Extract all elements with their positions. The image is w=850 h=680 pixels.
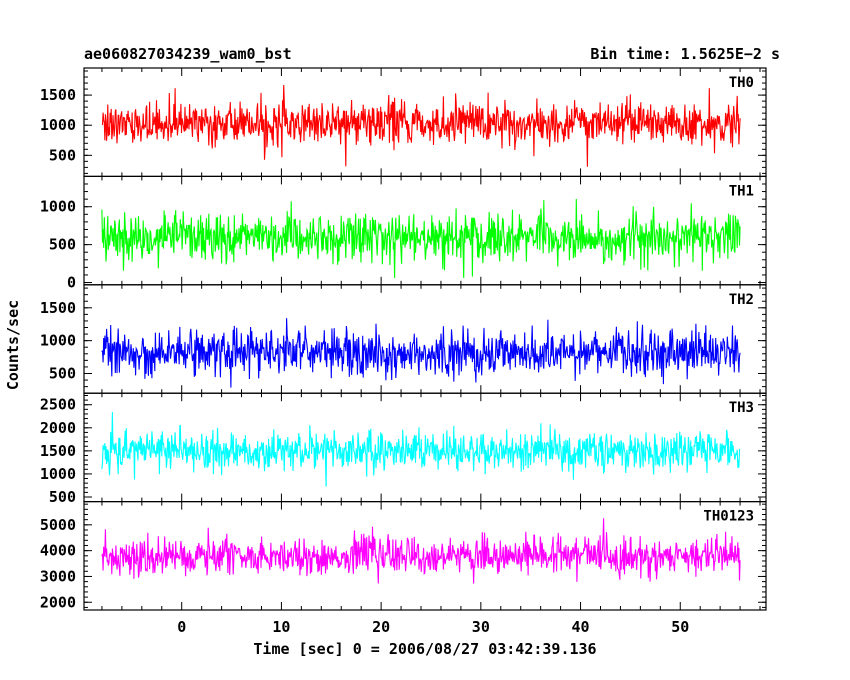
y-tick-label: 5000 (40, 516, 76, 534)
y-tick-label: 1500 (40, 299, 76, 317)
panel-label-th0123: TH0123 (703, 509, 754, 525)
panel-label-th0: TH0 (729, 75, 754, 91)
y-tick-label: 1500 (40, 86, 76, 104)
panel-th0123: 2000 3000 4000 5000 TH0123 (40, 501, 767, 611)
x-tick-label: 40 (572, 618, 590, 636)
y-tick-label: 500 (49, 236, 76, 254)
x-tick-label: 0 (177, 618, 186, 636)
series-th2-line (101, 318, 741, 388)
panel-th3: 500 1000 1500 2000 2500 TH3 (40, 392, 767, 506)
x-axis-label: Time [sec] 0 = 2006/08/27 03:42:39.136 (253, 640, 596, 658)
panel-th0: 500 1000 1500 TH0 (40, 67, 767, 178)
series-th3-line (101, 411, 741, 487)
y-tick-label: 1000 (40, 465, 76, 483)
header-right-title: Bin time: 1.5625E−2 s (590, 45, 780, 63)
y-tick-label: 1000 (40, 116, 76, 134)
y-tick-label: 0 (67, 274, 76, 292)
panel-label-th2: TH2 (729, 292, 754, 308)
panel-label-th1: TH1 (729, 183, 754, 199)
y-tick-label: 500 (49, 488, 76, 506)
y-tick-label: 500 (49, 364, 76, 382)
y-tick-label: 3000 (40, 567, 76, 585)
x-tick-label: 30 (472, 618, 490, 636)
y-tick-label: 2500 (40, 396, 76, 414)
y-tick-label: 1000 (40, 332, 76, 350)
panel-th2: 500 1000 1500 TH2 (40, 284, 767, 394)
panel-th1: 0 500 1000 TH1 (40, 175, 767, 292)
y-tick-label: 500 (49, 146, 76, 164)
y-tick-label: 1500 (40, 442, 76, 460)
y-axis-label: Counts/sec (4, 300, 22, 390)
x-tick-label: 20 (372, 618, 390, 636)
panel-label-th3: TH3 (729, 400, 754, 416)
y-tick-label: 2000 (40, 593, 76, 611)
header-left-title: ae060827034239_wam0_bst (84, 45, 292, 63)
x-tick-label: 50 (671, 618, 689, 636)
x-tick-label: 10 (272, 618, 290, 636)
y-tick-label: 4000 (40, 542, 76, 560)
y-tick-label: 1000 (40, 198, 76, 216)
series-th0-line (101, 84, 741, 167)
series-th0123-line (101, 518, 741, 584)
x-tick-labels: 0 10 20 30 40 50 (177, 618, 689, 636)
series-th1-line (101, 198, 741, 279)
y-tick-label: 2000 (40, 419, 76, 437)
